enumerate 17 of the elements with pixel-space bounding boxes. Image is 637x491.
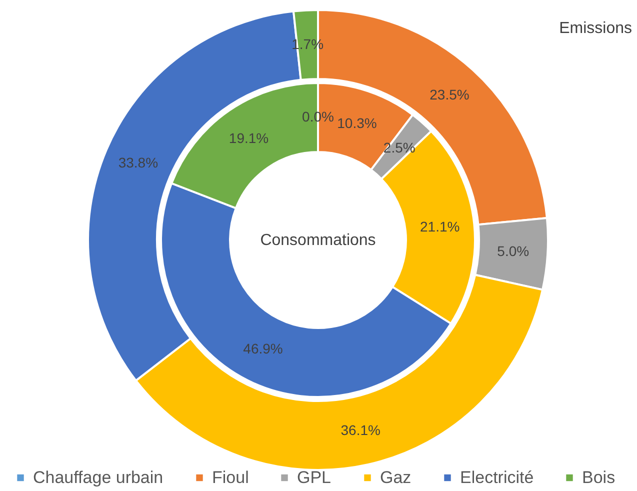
legend-label: Fioul xyxy=(212,468,249,487)
legend-label: Gaz xyxy=(380,468,412,487)
data-label: 46.9% xyxy=(243,340,283,356)
legend-label: Chauffage urbain xyxy=(33,468,164,487)
data-label: 23.5% xyxy=(430,86,470,102)
legend-label: GPL xyxy=(297,468,332,487)
slice-label: Emissions xyxy=(559,20,632,37)
data-label: 21.1% xyxy=(420,218,460,234)
data-label: 5.0% xyxy=(497,242,530,259)
legend-label: Electricité xyxy=(460,468,534,487)
data-label: 36.1% xyxy=(340,422,380,438)
slice-label: Consommations xyxy=(260,232,376,249)
data-label: 10.3% xyxy=(337,114,377,131)
data-label: 33.8% xyxy=(118,154,158,170)
data-label: 19.1% xyxy=(228,130,269,146)
text: 0.0% xyxy=(302,108,334,124)
legend-label: Bois xyxy=(582,468,616,487)
